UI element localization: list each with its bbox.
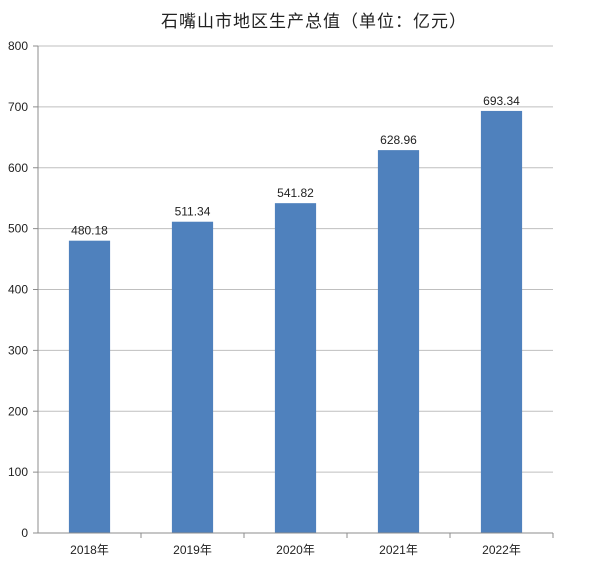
x-tick-label: 2020年 [276, 543, 315, 557]
y-tick-label: 100 [8, 465, 28, 479]
y-tick-label: 600 [8, 161, 28, 175]
x-tick-label: 2018年 [70, 543, 109, 557]
data-label: 628.96 [380, 133, 417, 147]
data-label: 511.34 [175, 205, 211, 219]
y-tick-label: 500 [8, 222, 28, 236]
y-tick-label: 400 [8, 283, 28, 297]
chart-title: 石嘴山市地区生产总值（单位：亿元） [161, 12, 467, 32]
axes [37, 46, 554, 538]
data-label: 541.82 [277, 186, 314, 200]
bar-2022年 [480, 110, 523, 534]
y-tick-label: 700 [8, 100, 28, 114]
labels: 0 100 200 300 400 500 600 700 800 480.18 2018年 511.… [8, 39, 521, 557]
bar-2019年 [171, 221, 214, 533]
y-tick-label: 200 [8, 404, 28, 418]
y-tick-label: 800 [8, 39, 28, 53]
y-tick-label: 300 [8, 343, 28, 357]
bar-2021年 [377, 150, 420, 533]
x-tick-label: 2019年 [173, 543, 212, 557]
x-tick-label: 2022年 [482, 543, 521, 557]
bars [68, 110, 523, 534]
bar-2020年 [274, 203, 317, 534]
y-tick-label: 0 [21, 526, 28, 540]
data-label: 480.18 [71, 224, 108, 238]
x-tick-label: 2021年 [379, 543, 418, 557]
data-label: 693.34 [483, 94, 520, 108]
bar-2018年 [68, 240, 111, 533]
